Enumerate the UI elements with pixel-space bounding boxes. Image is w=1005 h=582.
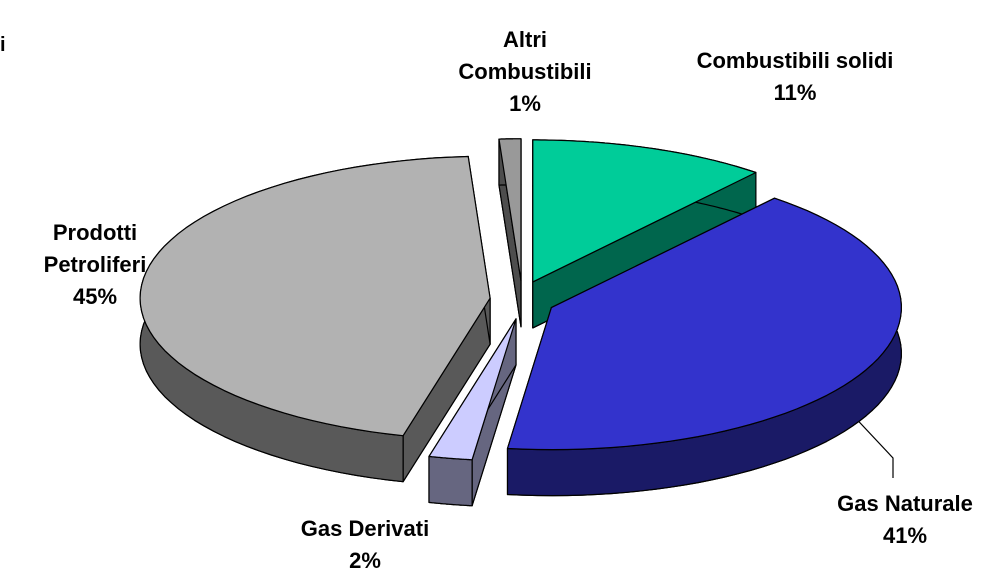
slice-top bbox=[506, 197, 902, 451]
category-label: Combustibili solidi bbox=[696, 48, 894, 73]
value-label: 45% bbox=[72, 284, 118, 309]
category-label: Gas Derivati bbox=[300, 516, 430, 541]
data-label: Gas Derivati 2% bbox=[265, 513, 465, 577]
pie-slice bbox=[428, 318, 517, 507]
category-label: Altri Combustibili bbox=[458, 27, 592, 84]
value-label: 1% bbox=[509, 91, 541, 116]
pie-slice bbox=[498, 138, 522, 328]
data-label: Combustibili solidi 11% bbox=[695, 45, 895, 109]
slice-top bbox=[498, 138, 522, 282]
category-label: Prodotti Petroliferi bbox=[43, 220, 147, 277]
category-label: Gas Naturale bbox=[837, 491, 973, 516]
data-label: Altri Combustibili 1% bbox=[440, 24, 610, 120]
leader-line bbox=[847, 409, 894, 478]
pie-slice bbox=[506, 197, 902, 497]
value-label: 2% bbox=[349, 548, 381, 573]
value-label: 41% bbox=[882, 523, 928, 548]
pie-slice bbox=[139, 155, 491, 483]
data-label: Prodotti Petroliferi 45% bbox=[20, 217, 170, 313]
slice-rim bbox=[428, 455, 473, 507]
chart-title: i bbox=[0, 34, 6, 56]
slice-top bbox=[428, 318, 517, 461]
slice-top bbox=[532, 139, 757, 283]
data-label: Gas Naturale 41% bbox=[805, 488, 1005, 552]
value-label: 11% bbox=[773, 80, 817, 105]
slice-top bbox=[139, 155, 491, 437]
